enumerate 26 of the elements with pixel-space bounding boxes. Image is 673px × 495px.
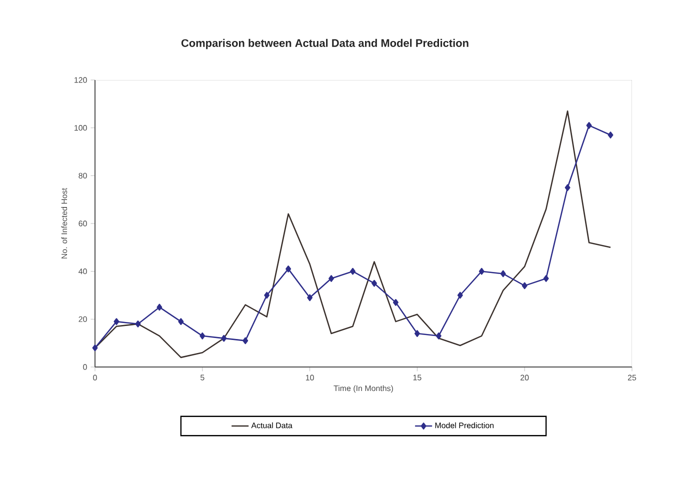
point [178, 318, 184, 325]
point [328, 275, 334, 282]
point [522, 282, 528, 290]
point [350, 268, 356, 275]
point [586, 122, 592, 129]
point [543, 275, 549, 282]
point [242, 337, 248, 344]
point [307, 294, 313, 302]
point [221, 334, 227, 342]
point [608, 132, 614, 138]
point [436, 332, 442, 340]
point [92, 344, 98, 352]
point [264, 292, 270, 299]
point [457, 292, 463, 299]
point [478, 268, 484, 275]
point [114, 318, 120, 325]
point [414, 330, 420, 337]
point [500, 270, 506, 278]
point [286, 266, 292, 272]
point [392, 298, 398, 306]
point [372, 280, 377, 287]
point [156, 304, 162, 311]
point [135, 320, 141, 328]
point [200, 332, 206, 340]
chart-title: Comparison between Actual Data and Model Prediction [181, 38, 468, 50]
point [564, 184, 570, 192]
